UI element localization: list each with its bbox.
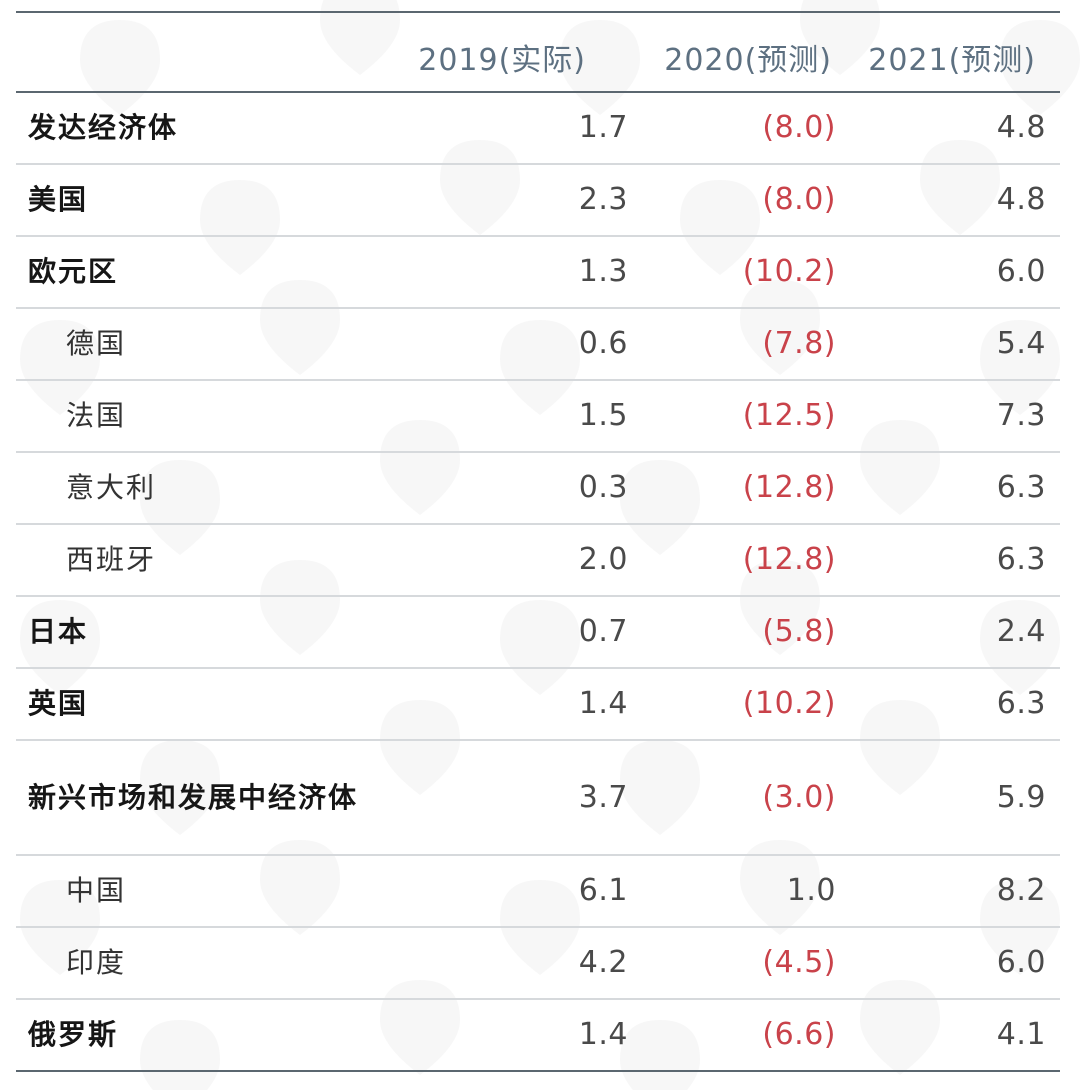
row-label: 发达经济体 [28, 111, 179, 144]
value-2021: 4.8 [996, 182, 1046, 217]
table-row: 法国 1.5 (12.5) 7.3 [16, 381, 1060, 453]
value-2019: 2.3 [578, 182, 628, 217]
value-2021: 6.3 [996, 686, 1046, 721]
value-2021: 2.4 [996, 614, 1046, 649]
row-label: 新兴市场和发展中经济体 [28, 781, 359, 814]
value-2020: (12.8) [742, 542, 836, 577]
value-2020: (4.5) [762, 945, 836, 980]
value-2019: 1.3 [578, 254, 628, 289]
value-2019: 4.2 [578, 945, 628, 980]
row-label: 美国 [28, 183, 89, 216]
table-row: 日本 0.7 (5.8) 2.4 [16, 597, 1060, 669]
value-2020: (3.0) [762, 780, 836, 815]
value-2019: 1.4 [578, 1017, 628, 1052]
header-col-2019: 2019(实际) [418, 43, 586, 78]
value-2019: 0.3 [578, 470, 628, 505]
table-top-rule [16, 11, 1060, 13]
table-row: 西班牙 2.0 (12.8) 6.3 [16, 525, 1060, 597]
row-label: 印度 [66, 946, 127, 979]
value-2020: (7.8) [762, 326, 836, 361]
value-2020: (5.8) [762, 614, 836, 649]
table-header-row: 2019(实际) 2020(预测) 2021(预测) [16, 13, 1060, 92]
value-2020: 1.0 [786, 873, 836, 908]
row-label: 日本 [28, 615, 89, 648]
value-2021: 7.3 [996, 398, 1046, 433]
value-2020: (8.0) [762, 110, 836, 145]
table-row: 中国 6.1 1.0 8.2 [16, 856, 1060, 928]
row-label: 英国 [28, 687, 89, 720]
value-2019: 1.4 [578, 686, 628, 721]
value-2019: 0.6 [578, 326, 628, 361]
value-2019: 1.7 [578, 110, 628, 145]
value-2021: 6.0 [996, 254, 1046, 289]
value-2019: 2.0 [578, 542, 628, 577]
table-row: 英国 1.4 (10.2) 6.3 [16, 669, 1060, 741]
table-row: 欧元区 1.3 (10.2) 6.0 [16, 237, 1060, 309]
value-2019: 1.5 [578, 398, 628, 433]
table-row: 俄罗斯 1.4 (6.6) 4.1 [16, 1000, 1060, 1072]
value-2021: 6.0 [996, 945, 1046, 980]
row-label: 欧元区 [28, 255, 119, 288]
value-2021: 6.3 [996, 542, 1046, 577]
row-label: 中国 [66, 874, 127, 907]
value-2020: (10.2) [742, 686, 836, 721]
table-row: 德国 0.6 (7.8) 5.4 [16, 309, 1060, 381]
row-label: 俄罗斯 [28, 1018, 119, 1051]
table-row: 美国 2.3 (8.0) 4.8 [16, 165, 1060, 237]
table-header-rule [16, 91, 1060, 93]
value-2020: (12.5) [742, 398, 836, 433]
row-label: 西班牙 [66, 543, 157, 576]
value-2019: 3.7 [578, 780, 628, 815]
value-2020: (6.6) [762, 1017, 836, 1052]
value-2021: 8.2 [996, 873, 1046, 908]
row-label: 法国 [66, 399, 127, 432]
value-2021: 4.1 [996, 1017, 1046, 1052]
table-row: 印度 4.2 (4.5) 6.0 [16, 928, 1060, 1000]
row-label: 意大利 [66, 471, 157, 504]
table-row: 发达经济体 1.7 (8.0) 4.8 [16, 93, 1060, 165]
value-2021: 4.8 [996, 110, 1046, 145]
value-2019: 6.1 [578, 873, 628, 908]
value-2021: 5.9 [996, 780, 1046, 815]
value-2020: (10.2) [742, 254, 836, 289]
table-row: 新兴市场和发展中经济体 3.7 (3.0) 5.9 [16, 741, 1060, 856]
header-col-2021: 2021(预测) [868, 43, 1036, 78]
value-2020: (12.8) [742, 470, 836, 505]
value-2021: 5.4 [996, 326, 1046, 361]
header-col-2020: 2020(预测) [664, 43, 832, 78]
value-2021: 6.3 [996, 470, 1046, 505]
value-2020: (8.0) [762, 182, 836, 217]
row-label: 德国 [66, 327, 127, 360]
table-row: 意大利 0.3 (12.8) 6.3 [16, 453, 1060, 525]
value-2019: 0.7 [578, 614, 628, 649]
